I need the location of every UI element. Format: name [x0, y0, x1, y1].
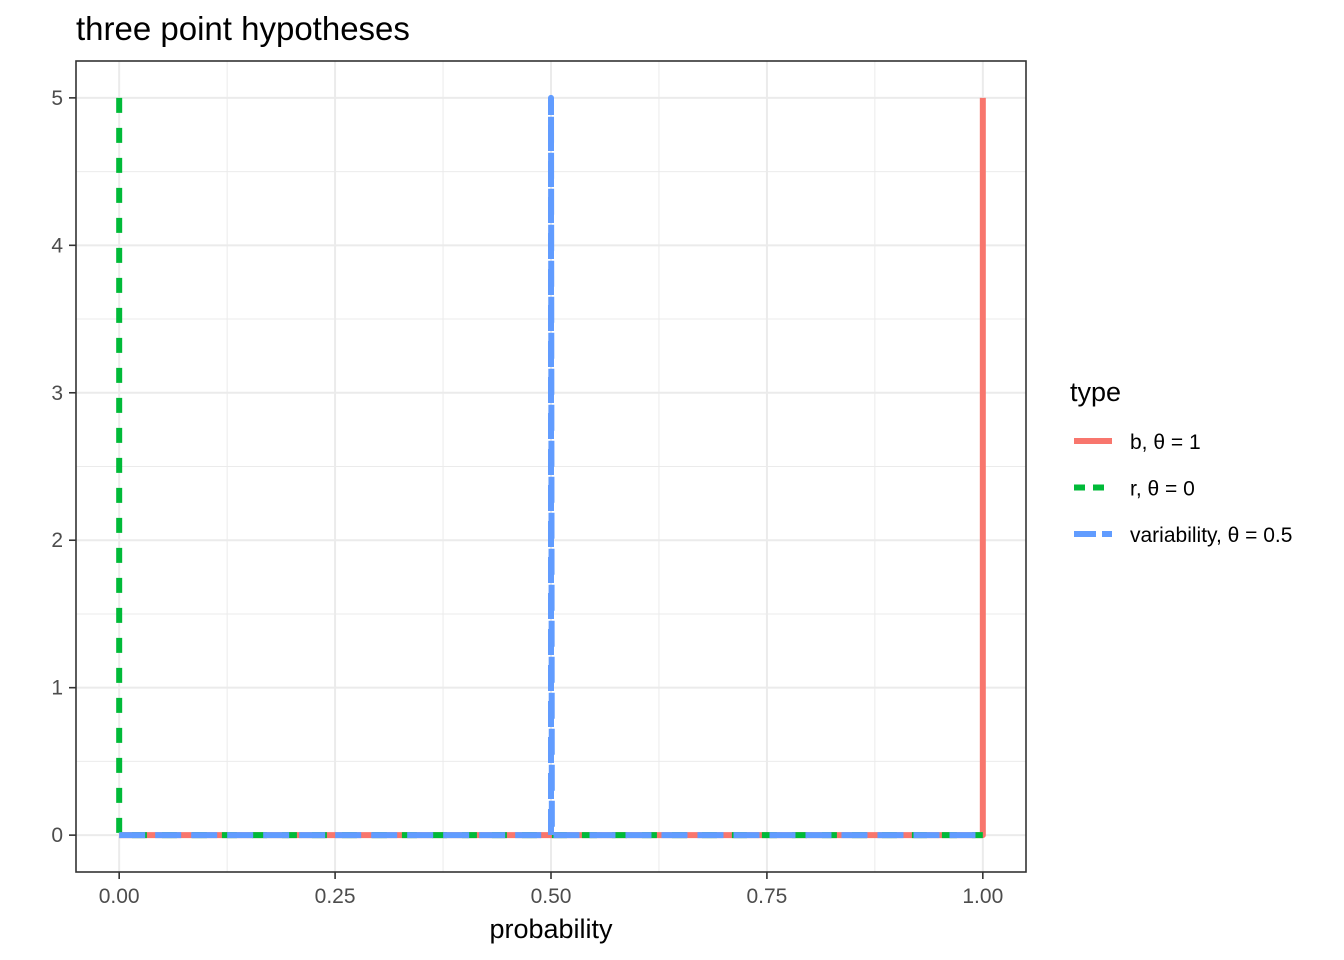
- y-tick-label: 0: [51, 824, 63, 847]
- x-tick-label: 0.75: [746, 885, 787, 908]
- y-axis: 0 1 2 3 4 5: [51, 87, 76, 847]
- y-tick-label: 3: [51, 382, 63, 405]
- plot-panel: [75, 60, 1027, 873]
- legend-label-0: b, θ = 1: [1130, 431, 1201, 454]
- y-tick-label: 5: [51, 87, 63, 110]
- x-tick-label: 0.00: [99, 885, 140, 908]
- legend-label-1: r, θ = 0: [1130, 478, 1195, 501]
- legend-items: b, θ = 1 r, θ = 0 variability, θ = 0.5: [1074, 431, 1292, 547]
- x-tick-label: 0.25: [315, 885, 356, 908]
- chart-title: three point hypotheses: [76, 10, 410, 47]
- y-tick-label: 1: [51, 677, 63, 700]
- y-tick-label: 2: [51, 529, 63, 552]
- x-tick-label: 1.00: [962, 885, 1003, 908]
- x-tick-label: 0.50: [531, 885, 572, 908]
- series-line-2: [119, 94, 983, 839]
- series-line-1: [116, 97, 983, 839]
- legend-title: type: [1070, 377, 1121, 407]
- y-tick-label: 4: [51, 234, 63, 257]
- legend-label-2: variability, θ = 0.5: [1130, 524, 1292, 547]
- legend: type b, θ = 1 r, θ = 0 variability, θ = 0.…: [1070, 377, 1292, 547]
- x-axis-title: probability: [489, 914, 613, 944]
- x-axis: 0.00 0.25 0.50 0.75 1.00: [99, 872, 1003, 908]
- series-layer: [116, 94, 986, 839]
